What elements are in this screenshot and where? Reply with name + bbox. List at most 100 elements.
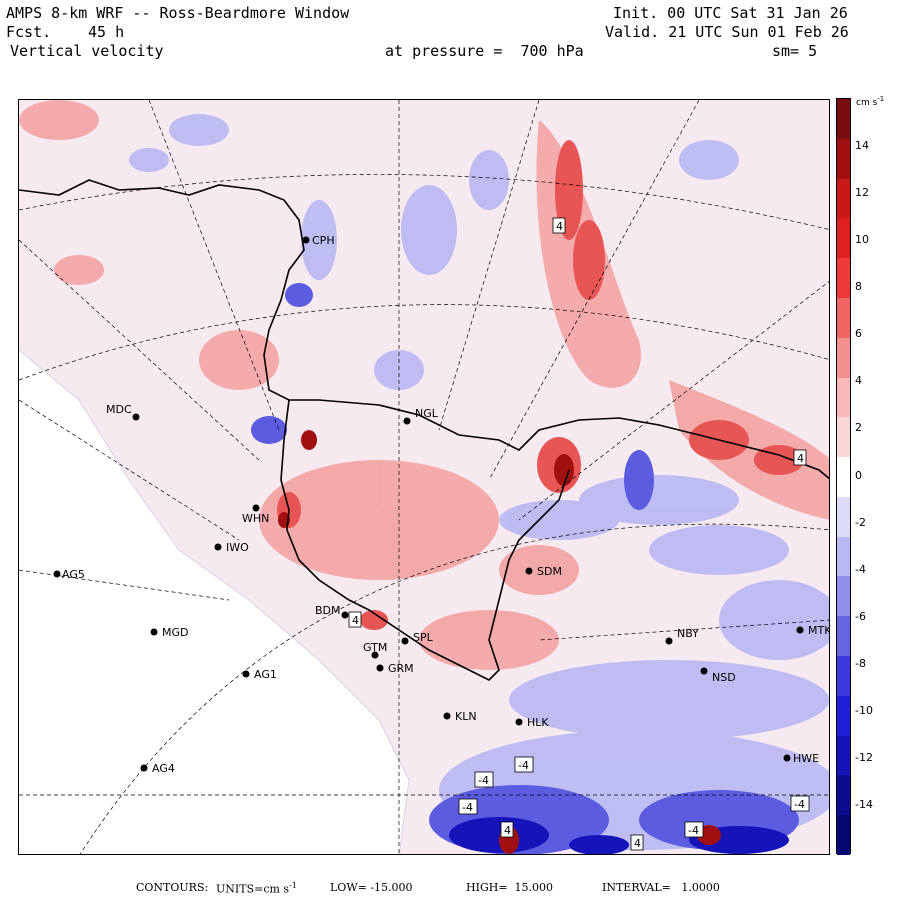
colorbar-tick-label: -8 — [855, 657, 866, 670]
colorbar-band — [837, 377, 850, 418]
station-label: SDM — [537, 565, 562, 578]
contour-label-box — [348, 611, 362, 628]
station-marker[interactable] — [376, 664, 384, 672]
station-label: AG1 — [254, 668, 277, 681]
contour-label-box — [630, 834, 644, 851]
model-title: AMPS 8-km WRF -- Ross-Beardmore Window — [6, 4, 350, 22]
valid-time: Valid. 21 UTC Sun 01 Feb 26 — [605, 23, 849, 41]
contour-label: 4 — [352, 614, 359, 627]
contour-label-box — [790, 795, 810, 812]
station-marker[interactable] — [140, 764, 148, 772]
contour-label: -4 — [794, 798, 805, 811]
contour-label-box — [514, 756, 534, 773]
colorbar — [836, 98, 851, 856]
colorbar-band — [837, 99, 850, 140]
smoothing-value: sm= 5 — [772, 42, 818, 60]
contour-label: -4 — [688, 824, 699, 837]
station-label: MTK — [808, 624, 830, 637]
station-marker[interactable] — [132, 413, 140, 421]
colorbar-band — [837, 775, 850, 816]
colorbar-band — [837, 218, 850, 259]
contour-label-box — [474, 771, 494, 788]
station-marker[interactable] — [302, 236, 310, 244]
station-marker[interactable] — [214, 543, 222, 551]
colorbar-band — [837, 178, 850, 219]
contour-label-box — [458, 798, 478, 815]
station-label: AG4 — [152, 762, 175, 775]
colorbar-tick-label: -2 — [855, 516, 866, 529]
contour-label: 4 — [504, 824, 511, 837]
station-marker[interactable] — [341, 611, 349, 619]
contour-label: -4 — [478, 774, 489, 787]
pressure-level: at pressure = 700 hPa — [385, 42, 584, 60]
station-marker[interactable] — [242, 670, 250, 678]
footer-high: HIGH= 15.000 — [466, 881, 554, 894]
colorbar-tick-label: 4 — [855, 374, 862, 387]
init-time: Init. 00 UTC Sat 31 Jan 26 — [613, 4, 848, 22]
station-label: HWE — [793, 752, 819, 765]
contour-label-box — [552, 217, 566, 234]
contour-label: 4 — [797, 452, 804, 465]
colorbar-tick-label: 6 — [855, 327, 862, 340]
colorbar-band — [837, 616, 850, 657]
footer-low: LOW= -15.000 — [330, 881, 413, 894]
station-marker[interactable] — [783, 754, 791, 762]
colorbar-tick-label: 2 — [855, 421, 862, 434]
colorbar-tick-label: 14 — [855, 139, 869, 152]
station-label: KLN — [455, 710, 477, 723]
station-label: CPH — [312, 234, 335, 247]
colorbar-tick-label: -6 — [855, 610, 866, 623]
station-label: GTM — [363, 641, 387, 654]
station-marker[interactable] — [150, 628, 158, 636]
station-marker[interactable] — [665, 637, 673, 645]
station-marker[interactable] — [515, 718, 523, 726]
station-marker[interactable] — [700, 667, 708, 675]
station-marker[interactable] — [525, 567, 533, 575]
station-marker[interactable] — [796, 626, 804, 634]
station-label: AG5 — [62, 568, 85, 581]
station-label: SPL — [413, 631, 434, 644]
colorbar-band — [837, 337, 850, 379]
station-label: IWO — [226, 541, 249, 554]
map-panel[interactable]: CPH MDC NGL WHN IWO AG5 MGD AG1 AG4 BDM GTM GRM SPL K… — [18, 99, 830, 855]
station-marker[interactable] — [443, 712, 451, 720]
colorbar-band — [837, 536, 850, 577]
contour-labels-layer: 4 4 4 -4 -4 -4 -4 4 4 -4 — [348, 217, 810, 851]
station-label: NBY — [677, 627, 699, 640]
station-marker[interactable] — [403, 417, 411, 425]
station-marker[interactable] — [252, 504, 260, 512]
contour-label: 4 — [556, 220, 563, 233]
colorbar-band — [837, 297, 850, 339]
station-label: MGD — [162, 626, 189, 639]
colorbar-units: cm s-1 — [856, 95, 885, 108]
footer-interval: INTERVAL= 1.0000 — [602, 881, 720, 894]
coastline — [19, 179, 829, 681]
colorbar-band — [837, 815, 850, 856]
station-label: HLK — [527, 716, 549, 729]
negative-velocity-areas — [129, 114, 829, 850]
colorbar-band — [837, 258, 850, 299]
forecast-hour: 45 h — [88, 23, 125, 41]
contour-label-box — [793, 449, 807, 466]
colorbar-band — [837, 496, 850, 538]
colorbar-tick-label: -12 — [855, 751, 873, 764]
station-label: WHN — [242, 512, 269, 525]
contour-label: -4 — [462, 801, 473, 814]
contour-label-box — [500, 821, 514, 838]
colorbar-band — [837, 138, 850, 180]
colorbar-band — [837, 695, 850, 737]
colorbar-tick-label: -14 — [855, 798, 873, 811]
colorbar-tick-label: 12 — [855, 186, 869, 199]
station-marker[interactable] — [371, 651, 379, 659]
station-marker[interactable] — [53, 570, 61, 578]
station-label: BDM — [315, 604, 341, 617]
contour-label: -4 — [518, 759, 529, 772]
station-label: GRM — [388, 662, 414, 675]
footer-contours-label: CONTOURS: — [136, 881, 209, 894]
colorbar-band — [837, 656, 850, 697]
colorbar-tick-label: 0 — [855, 469, 862, 482]
footer-units: UNITS=cm s-1 — [216, 881, 297, 896]
contour-label: 4 — [634, 837, 641, 850]
station-marker[interactable] — [401, 637, 409, 645]
